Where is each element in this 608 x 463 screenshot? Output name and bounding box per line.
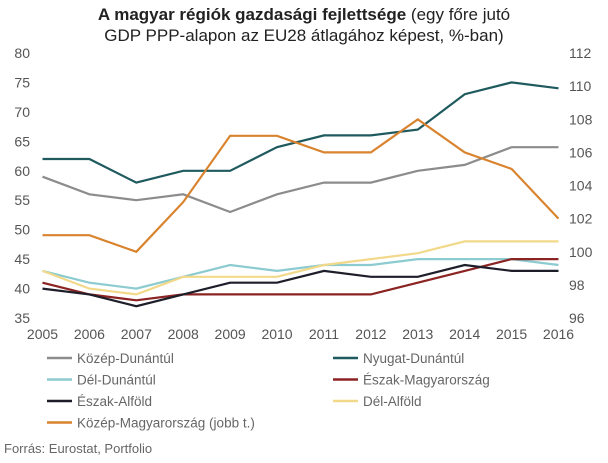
- y-right-tick-label: 112: [569, 45, 592, 61]
- series-line: [42, 240, 559, 296]
- series-line: [42, 263, 559, 308]
- x-tick-label: 2014: [449, 326, 480, 342]
- y-right-tick-label: 110: [569, 78, 592, 94]
- legend-label: Dél-Dunántúl: [77, 373, 156, 388]
- x-tick-label: 2009: [215, 326, 246, 342]
- y-left-tick-label: 45: [14, 251, 30, 267]
- x-tick-label: 2010: [261, 326, 292, 342]
- title-rest: (egy főre jutó: [406, 5, 511, 24]
- series-line: [42, 258, 559, 302]
- y-left-tick-label: 50: [14, 222, 30, 238]
- y-right-tick-label: 98: [569, 277, 585, 293]
- legend-label: Észak-Magyarország: [363, 373, 490, 388]
- legend-label: Nyugat-Dunántúl: [363, 351, 464, 366]
- x-tick-label: 2008: [168, 326, 199, 342]
- x-tick-label: 2011: [309, 326, 339, 342]
- axes-layer: 35 40 45 50 55 60 65 70 75 80 96 98 100 102 104 106 108 1…: [14, 45, 592, 342]
- y-left-tick-label: 35: [14, 310, 30, 326]
- title-bold: A magyar régiók gazdasági fejlettsége: [97, 5, 407, 24]
- y-left-tick-label: 80: [14, 45, 30, 61]
- x-tick-label: 2005: [27, 326, 58, 342]
- y-right-tick-label: 102: [569, 211, 593, 227]
- y-left-tick-label: 55: [14, 192, 30, 208]
- x-tick-label: 2012: [355, 326, 386, 342]
- y-right-tick-label: 100: [569, 244, 593, 260]
- y-left-tick-label: 40: [14, 281, 30, 297]
- y-right-tick-label: 104: [569, 178, 593, 194]
- y-left-tick-label: 65: [14, 133, 30, 149]
- legend-label: Dél-Alföld: [363, 394, 422, 409]
- y-right-tick-label: 106: [569, 144, 593, 160]
- y-left-tick-label: 60: [14, 163, 30, 179]
- title-line2: GDP PPP-alapon az EU28 átlagához képest,…: [104, 26, 504, 45]
- source-note: Forrás: Eurostat, Portfolio: [4, 441, 153, 456]
- legend-label: Közép-Dunántúl: [77, 351, 174, 366]
- y-left-tick-label: 75: [14, 74, 30, 90]
- legend-label: Észak-Alföld: [77, 394, 152, 409]
- series-line: [42, 258, 559, 290]
- y-right-tick-label: 96: [569, 310, 585, 326]
- x-tick-label: 2016: [543, 326, 574, 342]
- y-left-tick-label: 70: [14, 104, 30, 120]
- legend-label: Közép-Magyarország (jobb t.): [77, 416, 255, 431]
- x-tick-label: 2007: [121, 326, 152, 342]
- series-line: [42, 81, 559, 184]
- series-line: [42, 117, 560, 254]
- x-tick-label: 2015: [496, 326, 527, 342]
- y-right-tick-label: 108: [569, 111, 593, 127]
- x-tick-label: 2013: [402, 326, 433, 342]
- legend: Közép-Dunántúl Nyugat-Dunántúl Dél-Dunántú…: [47, 351, 490, 431]
- series-line: [42, 146, 559, 214]
- chart-title: A magyar régiók gazdasági fejlettsége (e…: [0, 4, 608, 46]
- x-tick-label: 2006: [74, 326, 105, 342]
- series-layer: [42, 81, 560, 308]
